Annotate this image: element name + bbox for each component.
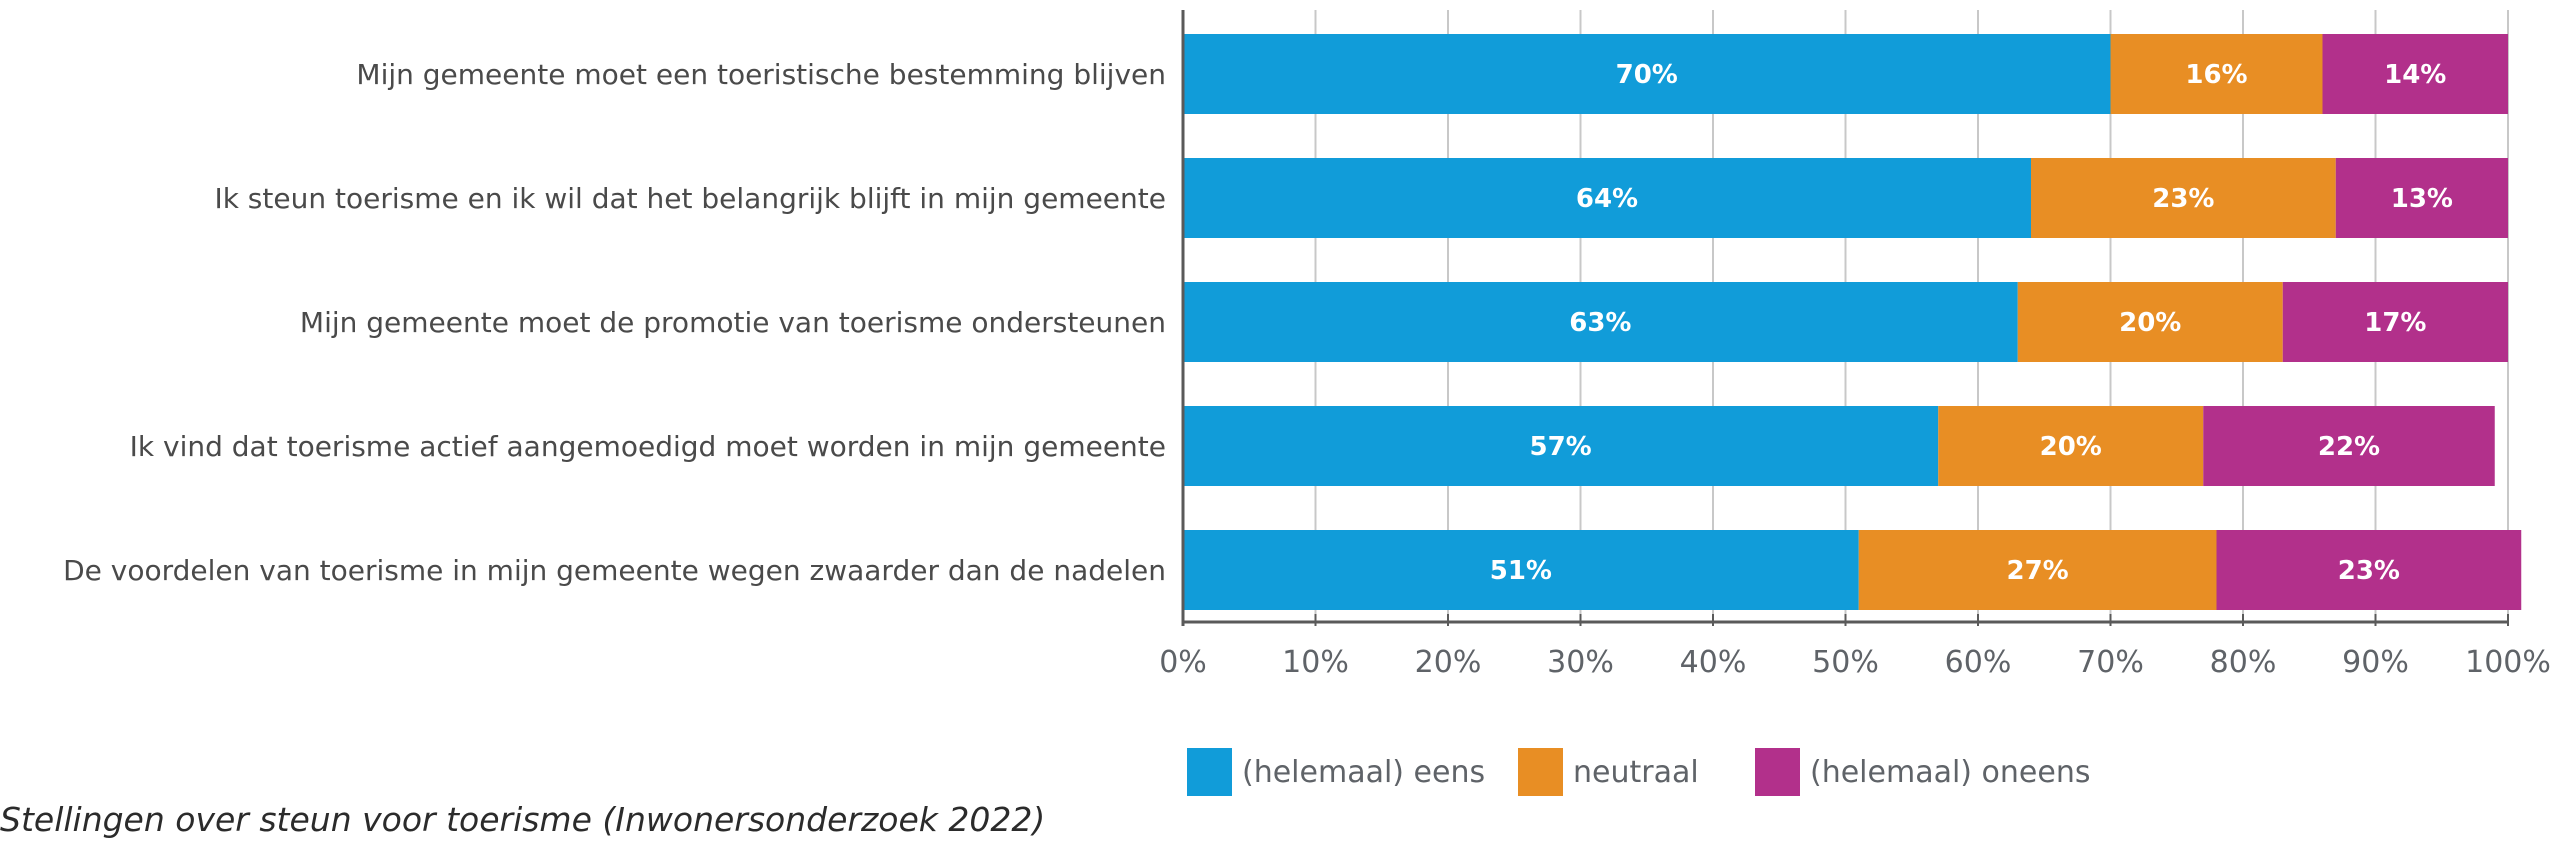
data-label: 51% xyxy=(1490,556,1552,586)
bar-segment xyxy=(2335,158,2508,238)
x-tick-label: 30% xyxy=(1547,645,1614,680)
data-label: 13% xyxy=(2391,184,2453,214)
data-label: 22% xyxy=(2318,432,2380,462)
axis: 0% 10% 20% 30% 40% 50% 60% 70% 80% 90% 100% xyxy=(1159,10,2551,680)
bar-segment xyxy=(2203,406,2495,486)
x-tick-label: 80% xyxy=(2210,645,2277,680)
data-label: 27% xyxy=(2007,556,2069,586)
legend-label: neutraal xyxy=(1573,755,1699,790)
category-label: Mijn gemeente moet de promotie van toeri… xyxy=(300,306,1166,339)
x-tick-label: 100% xyxy=(2465,645,2551,680)
bar-segment xyxy=(1183,158,2031,238)
legend-swatch xyxy=(1187,748,1232,796)
bar-segment xyxy=(2282,282,2508,362)
x-tick-label: 70% xyxy=(2077,645,2144,680)
data-label: 16% xyxy=(2185,60,2247,90)
data-label: 63% xyxy=(1569,308,1631,338)
category-label: Ik steun toerisme en ik wil dat het bela… xyxy=(214,182,1166,215)
x-tick-label: 40% xyxy=(1680,645,1747,680)
bar-segment xyxy=(1183,406,1939,486)
bar-segment xyxy=(2322,34,2508,114)
bar-segment xyxy=(1938,406,2204,486)
category-labels: Mijn gemeente moet een toeristische best… xyxy=(63,58,1166,587)
x-tick-label: 10% xyxy=(1282,645,1349,680)
data-label: 14% xyxy=(2384,60,2446,90)
legend-label: (helemaal) eens xyxy=(1242,755,1485,790)
legend-swatch xyxy=(1755,748,1800,796)
x-tick-label: 60% xyxy=(1945,645,2012,680)
data-label: 23% xyxy=(2338,556,2400,586)
bar-segment xyxy=(1858,530,2217,610)
bar-segment xyxy=(1183,282,2018,362)
chart-caption: Stellingen over steun voor toerisme (Inw… xyxy=(0,800,1046,839)
x-tick-label: 0% xyxy=(1159,645,1207,680)
bar-segment xyxy=(2017,282,2283,362)
data-label: 20% xyxy=(2119,308,2181,338)
category-label: Mijn gemeente moet een toeristische best… xyxy=(356,58,1166,91)
bar-segment xyxy=(2110,34,2323,114)
bar-segment xyxy=(1183,34,2111,114)
x-tick-label: 90% xyxy=(2342,645,2409,680)
legend: (helemaal) eens neutraal (helemaal) oneens xyxy=(1187,748,2090,796)
category-label: De voordelen van toerisme in mijn gemeen… xyxy=(63,554,1166,587)
legend-swatch xyxy=(1518,748,1563,796)
x-tick-label: 50% xyxy=(1812,645,1879,680)
x-tick-label: 20% xyxy=(1415,645,1482,680)
data-label: 17% xyxy=(2364,308,2426,338)
data-label: 64% xyxy=(1576,184,1638,214)
data-label: 23% xyxy=(2152,184,2214,214)
data-label: 20% xyxy=(2040,432,2102,462)
legend-label: (helemaal) oneens xyxy=(1810,755,2090,790)
category-label: Ik vind dat toerisme actief aangemoedigd… xyxy=(130,430,1166,463)
bar-segment xyxy=(1183,530,1859,610)
bars: 70% 16% 14% 64% 23% 13% 63% 20% 17% 57% 20% 22% 51% 2… xyxy=(1183,34,2522,610)
data-label: 70% xyxy=(1616,60,1678,90)
bar-segment xyxy=(2216,530,2522,610)
bar-segment xyxy=(2031,158,2336,238)
data-label: 57% xyxy=(1530,432,1592,462)
